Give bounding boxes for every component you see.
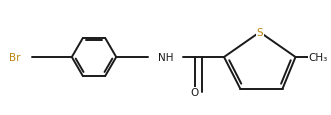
- Text: S: S: [257, 28, 263, 38]
- Text: NH: NH: [158, 53, 173, 62]
- Text: CH₃: CH₃: [308, 53, 328, 62]
- Text: O: O: [191, 87, 199, 97]
- Text: Br: Br: [9, 53, 20, 62]
